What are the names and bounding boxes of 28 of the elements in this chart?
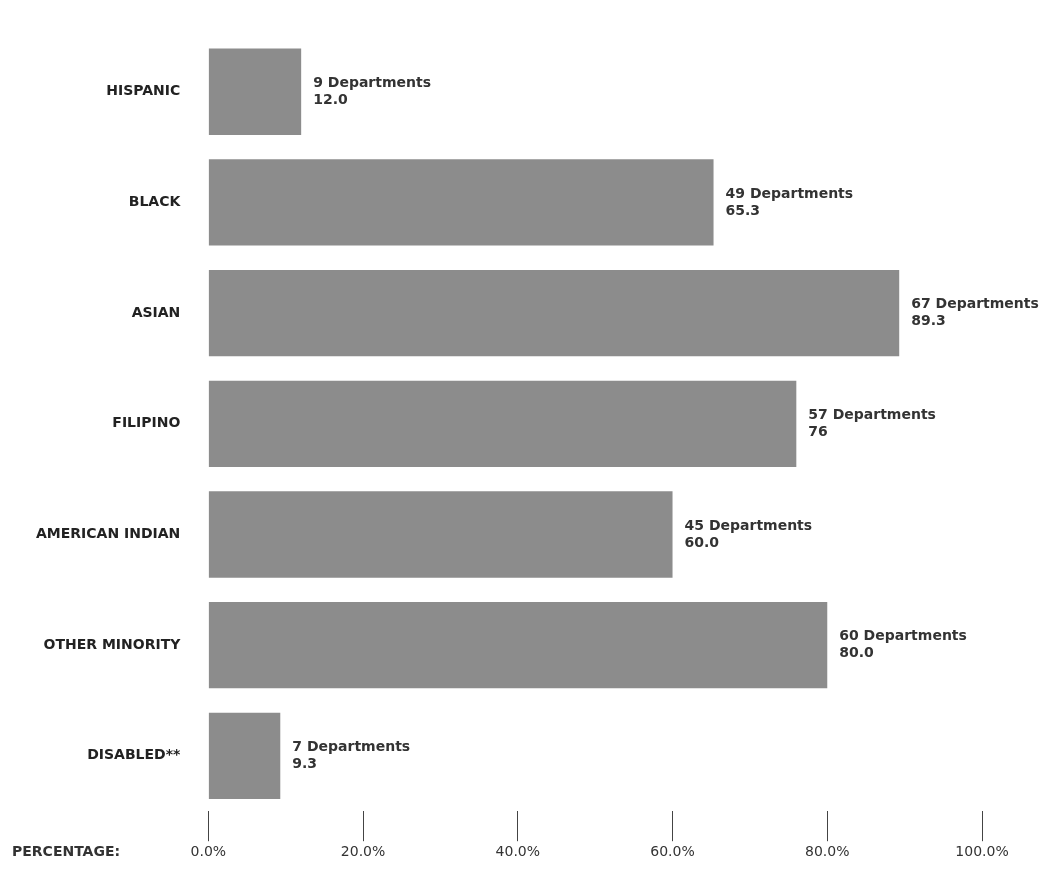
bar (208, 159, 714, 246)
x-axis-title: PERCENTAGE: (12, 842, 121, 859)
bar (208, 380, 797, 467)
data-label: 67 Departments 89.3 (911, 295, 1039, 329)
bar (208, 602, 828, 689)
data-label: 57 Departments 76 (808, 405, 936, 439)
y-tick-label: HISPANIC (106, 82, 181, 99)
x-tick-label: 20.0% (340, 843, 386, 860)
y-tick-label: AMERICAN INDIAN (36, 525, 181, 542)
data-label: 60 Departments 80.0 (839, 627, 967, 661)
bar (208, 48, 302, 135)
x-tick-label: 40.0% (495, 843, 541, 860)
x-tick-label: 60.0% (650, 843, 695, 860)
bar (208, 269, 900, 357)
y-tick-label: FILIPINO (112, 414, 181, 431)
data-label: 45 Departments 60.0 (684, 516, 813, 550)
x-tick-label: 0.0% (190, 843, 227, 860)
bar (208, 491, 673, 578)
data-label: 49 Departments 65.3 (725, 184, 854, 218)
bar (208, 712, 281, 800)
data-label: 9 Departments 12.0 (313, 73, 432, 107)
x-tick-label: 100.0% (955, 843, 1009, 860)
y-tick-label: BLACK (128, 193, 182, 210)
y-tick-label: DISABLED** (87, 746, 181, 763)
y-tick-label: OTHER MINORITY (43, 635, 182, 652)
data-label: 7 Departments 9.3 (292, 738, 411, 771)
y-tick-label: ASIAN (131, 303, 181, 320)
x-tick-label: 80.0% (805, 843, 850, 860)
